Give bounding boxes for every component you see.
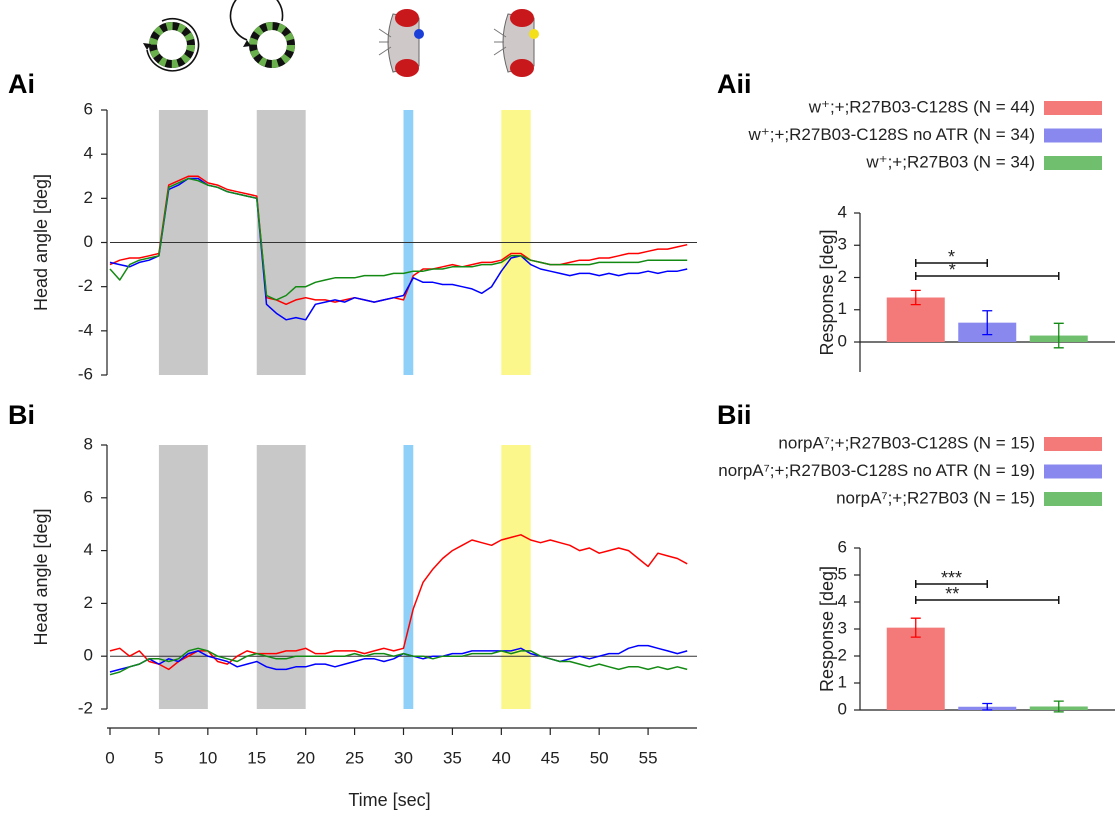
panel-label: Ai — [8, 69, 35, 99]
y-tick-label: 6 — [84, 487, 93, 506]
y-tick-label: 4 — [84, 540, 93, 559]
x-tick-label: 20 — [296, 748, 315, 767]
x-axis-label: Time [sec] — [348, 790, 430, 810]
significance-bracket — [915, 596, 1060, 604]
x-tick-label: 55 — [639, 748, 658, 767]
bar — [886, 627, 945, 710]
significance-label: *** — [941, 568, 962, 588]
legend-swatch — [1044, 492, 1102, 506]
x-tick-label: 25 — [345, 748, 364, 767]
y-tick-label: -4 — [78, 320, 93, 339]
y-tick-label: -2 — [78, 698, 93, 717]
y-tick-label: 2 — [838, 645, 847, 664]
y-tick-label: 0 — [838, 699, 847, 718]
data-line — [109, 644, 688, 673]
legend-swatch — [1044, 437, 1102, 451]
stimulus-region — [501, 445, 531, 709]
x-tick-label: 45 — [541, 748, 560, 767]
legend-label: norpA⁷;+;R27B03-C128S no ATR (N = 19) — [718, 461, 1035, 480]
y-tick-label: -6 — [78, 364, 93, 383]
y-tick-label: 2 — [84, 188, 93, 207]
data-line — [109, 647, 688, 676]
y-tick-label: 6 — [838, 537, 847, 556]
legend-label: w⁺;+;R27B03-C128S no ATR (N = 34) — [748, 125, 1035, 144]
drum-icon — [143, 18, 200, 72]
stimulus-region — [158, 445, 208, 709]
y-tick-label: 2 — [838, 267, 847, 286]
y-tick-label: 4 — [838, 202, 847, 221]
significance-bracket — [915, 259, 988, 267]
significance-label: ** — [945, 584, 959, 604]
y-tick-label: 1 — [838, 672, 847, 691]
x-tick-label: 40 — [492, 748, 511, 767]
error-bar — [982, 310, 993, 336]
significance-label: * — [949, 260, 956, 280]
x-tick-label: 15 — [247, 748, 266, 767]
error-bar — [910, 617, 921, 638]
y-tick-label: 3 — [838, 235, 847, 254]
legend-swatch — [1044, 128, 1102, 143]
x-tick-label: 0 — [105, 748, 114, 767]
y-tick-label: 6 — [84, 99, 93, 118]
panel-label: Bii — [717, 400, 752, 430]
error-bar — [982, 702, 993, 711]
error-bar — [1053, 700, 1064, 713]
y-tick-label: 8 — [84, 434, 93, 453]
x-tick-label: 35 — [443, 748, 462, 767]
legend-swatch — [1044, 464, 1102, 479]
legend-swatch — [1044, 101, 1102, 115]
fly-head-icon — [493, 9, 539, 77]
y-axis-label: Response [deg] — [817, 566, 837, 692]
panel-label: Aii — [717, 69, 752, 99]
significance-label: * — [948, 247, 955, 267]
significance-bracket — [915, 272, 1060, 280]
y-tick-label: 5 — [838, 564, 847, 583]
y-tick-label: 0 — [838, 331, 847, 350]
drum-icon — [229, 0, 295, 68]
x-tick-label: 50 — [590, 748, 609, 767]
x-tick-label: 10 — [198, 748, 217, 767]
significance-bracket — [915, 580, 988, 588]
x-tick-label: 5 — [154, 748, 163, 767]
legend-label: w⁺;+;R27B03-C128S (N = 44) — [808, 97, 1035, 116]
y-tick-label: 2 — [84, 593, 93, 612]
y-tick-label: 3 — [838, 618, 847, 637]
fly-head-icon — [378, 9, 424, 77]
legend-swatch — [1044, 156, 1102, 170]
stimulus-region — [256, 445, 306, 709]
data-line — [109, 175, 688, 306]
legend-label: norpA⁷;+;R27B03 (N = 15) — [836, 488, 1035, 507]
stimulus-region — [403, 445, 414, 709]
x-tick-label: 30 — [394, 748, 413, 767]
legend-label: norpA⁷;+;R27B03-C128S (N = 15) — [778, 433, 1035, 452]
y-axis-label: Head angle [deg] — [31, 174, 51, 311]
y-axis-label: Response [deg] — [817, 229, 837, 355]
panel-label: Bi — [8, 400, 35, 430]
y-tick-label: -2 — [78, 276, 93, 295]
legend-label: w⁺;+;R27B03 (N = 34) — [865, 152, 1035, 171]
y-tick-label: 0 — [84, 646, 93, 665]
y-tick-label: 0 — [84, 232, 93, 251]
y-tick-label: 1 — [838, 299, 847, 318]
error-bar — [910, 289, 921, 306]
y-axis-label: Head angle [deg] — [31, 508, 51, 645]
y-tick-label: 4 — [838, 591, 847, 610]
y-tick-label: 4 — [84, 144, 93, 163]
data-line — [109, 177, 688, 301]
error-bar — [1053, 322, 1064, 349]
